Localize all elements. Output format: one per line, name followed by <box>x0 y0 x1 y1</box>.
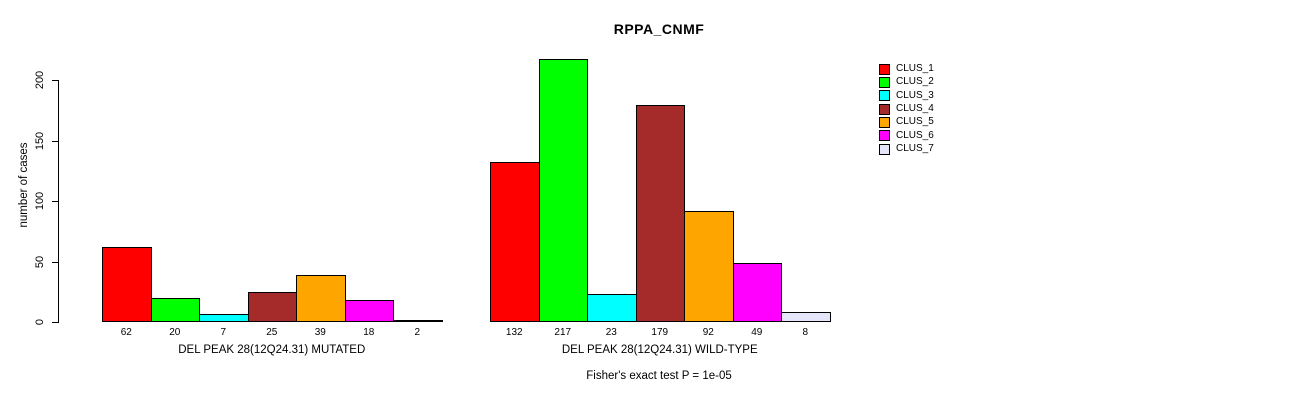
bar-value-label: 2 <box>414 327 421 338</box>
legend-label: CLUS_2 <box>896 76 934 88</box>
y-axis-tick-label: 100 <box>34 191 46 211</box>
bar-value-label: 8 <box>802 327 809 338</box>
bar-value-label: 23 <box>605 327 617 338</box>
bar-clus-1-mutated <box>102 246 152 322</box>
y-axis-tick <box>52 140 58 142</box>
legend-label: CLUS_7 <box>896 143 934 155</box>
bar-clus-1-wild-type <box>490 162 540 322</box>
bar-clus-7-wild-type <box>781 312 831 322</box>
legend-label: CLUS_3 <box>896 89 934 101</box>
bar-clus-3-mutated <box>199 313 249 322</box>
legend-swatch-clus-2 <box>879 76 890 88</box>
bar-value-label: 179 <box>651 327 669 338</box>
x-axis-group-label: DEL PEAK 28(12Q24.31) MUTATED <box>178 344 366 356</box>
bar-value-label: 217 <box>554 327 572 338</box>
bar-value-label: 132 <box>505 327 523 338</box>
y-axis-tick-label: 150 <box>34 131 46 150</box>
y-axis-tick <box>52 80 58 81</box>
bar-clus-3-wild-type <box>587 294 637 322</box>
fisher-test-annotation: Fisher's exact test P = 1e-05 <box>586 370 732 382</box>
y-axis-tick-label: 200 <box>34 70 46 90</box>
bar-value-label: 20 <box>169 327 181 338</box>
y-axis-tick <box>52 201 58 202</box>
bar-value-label: 25 <box>266 327 278 338</box>
legend-swatch-clus-6 <box>879 130 890 142</box>
y-axis-title: number of cases <box>18 142 30 228</box>
legend-swatch-clus-4 <box>879 103 890 115</box>
bar-clus-2-mutated <box>150 297 200 322</box>
bar-value-label: 49 <box>751 327 763 338</box>
bar-value-label: 62 <box>120 327 132 338</box>
bar-clus-4-mutated <box>247 291 297 322</box>
legend-label: CLUS_1 <box>896 63 934 74</box>
bar-clus-6-wild-type <box>732 262 782 322</box>
bar-value-label: 92 <box>702 327 714 338</box>
legend-swatch-clus-5 <box>879 116 890 128</box>
bar-clus-5-mutated <box>296 274 346 322</box>
bar-clus-2-wild-type <box>538 59 588 322</box>
y-axis-tick <box>52 322 58 323</box>
legend-swatch-clus-7 <box>879 143 890 155</box>
bar-value-label: 39 <box>314 327 326 338</box>
y-axis-tick-label: 0 <box>34 318 46 326</box>
y-axis-line <box>58 80 59 323</box>
bar-clus-4-wild-type <box>635 105 685 322</box>
y-axis-tick-label: 50 <box>34 255 46 268</box>
bar-clus-5-wild-type <box>684 210 734 322</box>
y-axis-tick <box>52 261 58 263</box>
bar-clus-6-mutated <box>344 300 394 322</box>
legend-label: CLUS_6 <box>896 129 934 141</box>
bar-clus-7-mutated <box>393 319 443 322</box>
legend-swatch-clus-3 <box>879 90 890 102</box>
chart-title: RPPA_CNMF <box>613 21 705 37</box>
bar-value-label: 7 <box>220 327 227 338</box>
x-axis-group-label: DEL PEAK 28(12Q24.31) WILD-TYPE <box>561 344 758 356</box>
legend-label: CLUS_4 <box>896 103 934 115</box>
legend-label: CLUS_5 <box>896 116 934 128</box>
legend-swatch-clus-1 <box>879 63 890 75</box>
bar-value-label: 18 <box>363 327 375 338</box>
